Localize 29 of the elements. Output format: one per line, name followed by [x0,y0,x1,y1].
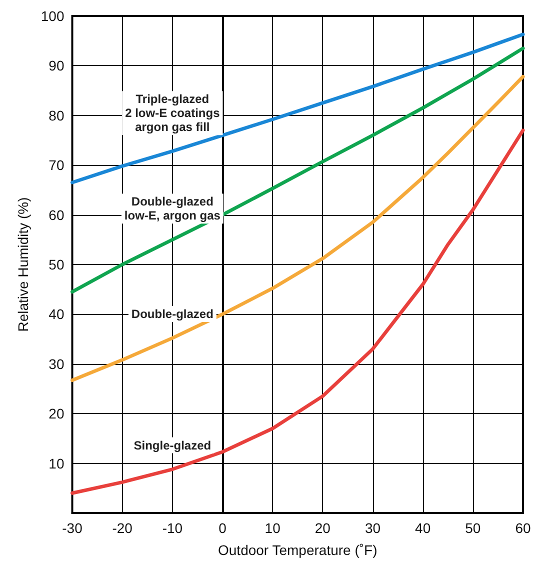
x-tick-label: 40 [415,520,431,536]
series-label: Double-glazed low-E, argon gas [124,194,221,223]
y-tick-label: 10 [48,455,64,472]
y-tick-label: 70 [48,157,64,174]
x-tick-label: 0 [218,520,227,536]
x-tick-label: -30 [62,520,83,536]
line-series [70,46,525,294]
line-series [70,32,525,184]
y-tick-label: 90 [48,58,64,74]
x-tick-label: 30 [364,520,381,536]
series-label: Single-glazed [134,438,212,452]
series-label: Double-glazed [131,307,214,322]
y-tick-label: 30 [48,356,64,372]
x-tick-label: -20 [112,520,133,536]
x-axis-title: Outdoor Temperature (˚F) [218,542,378,558]
x-tick-label: 60 [515,520,531,536]
x-tick-label: -10 [162,520,183,536]
y-tick-label: 50 [48,256,64,272]
line-series [70,74,525,382]
x-tick-label: 20 [314,520,331,536]
x-tick-label: 50 [465,520,481,536]
x-tick-label: 10 [264,520,281,536]
y-tick-label: 20 [48,406,64,422]
y-tick-label: 40 [48,306,64,322]
series-label: Triple-glazed 2 low-E coatings argon gas fill [125,92,220,134]
y-tick-label: 60 [48,206,64,223]
y-axis-title: Relative Humidity (%) [15,197,31,332]
y-tick-label: 100 [40,8,64,24]
y-tick-label: 80 [48,107,64,124]
